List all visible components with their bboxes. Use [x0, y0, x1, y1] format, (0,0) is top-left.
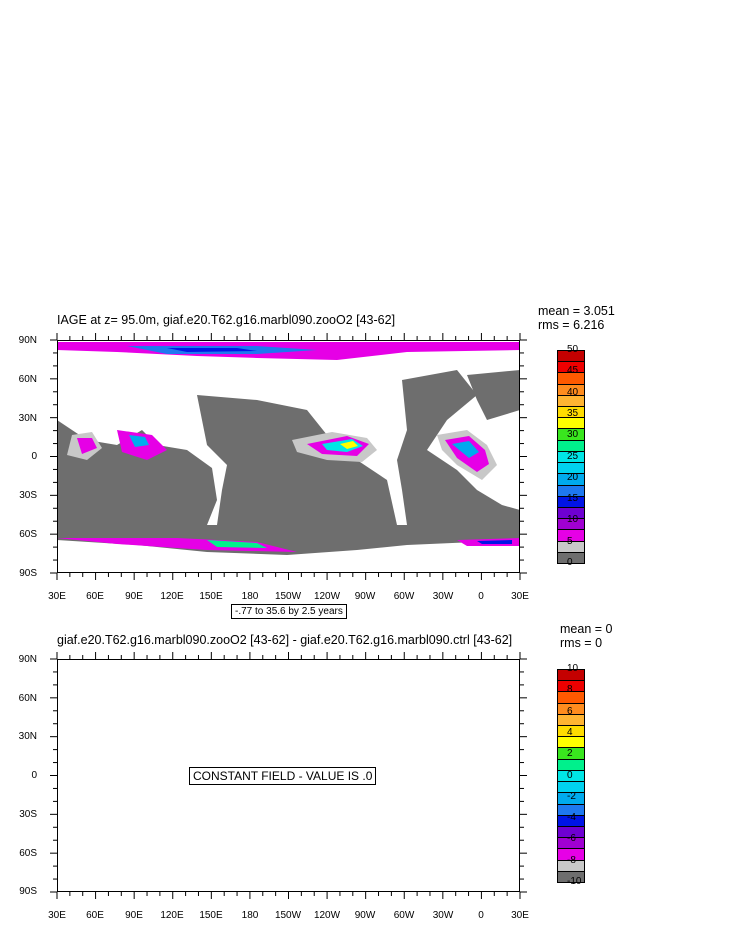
top-lon-label: 120E	[160, 591, 184, 602]
colorbar-label: 25	[567, 450, 579, 462]
bottom-lat-label: 90S	[19, 886, 37, 897]
top-lon-label: 30W	[432, 591, 454, 602]
colorbar-label: 50	[567, 344, 579, 355]
bottom-lat-label: 30N	[18, 731, 37, 742]
bottom-rms: rms = 0	[560, 636, 603, 650]
top-lon-label: 90W	[354, 591, 376, 602]
bottom-lon-label: 90E	[125, 910, 143, 921]
colorbar-label: 2	[567, 748, 573, 760]
top-lat-label: 30N	[18, 413, 37, 424]
bottom-lon-label: 120E	[160, 910, 184, 921]
top-lat-label: 30S	[19, 490, 37, 501]
top-lon-label: 120W	[313, 591, 341, 602]
colorbar-label: -4	[567, 812, 576, 824]
top-lon-label: 180	[241, 591, 259, 602]
colorbar-swatch	[557, 870, 585, 883]
top-mean: mean = 3.051	[538, 304, 615, 318]
top-lat-label: 90S	[19, 568, 37, 579]
colorbar-label: 10	[567, 663, 579, 674]
bottom-lon-label: 60E	[86, 910, 104, 921]
colorbar-label: 20	[567, 471, 579, 483]
top-plot-title: IAGE at z= 95.0m, giaf.e20.T62.g16.marbl…	[57, 313, 396, 327]
bottom-lat-label: 60N	[18, 693, 37, 704]
colorbar-label: 15	[567, 493, 579, 505]
constant-field-label: CONSTANT FIELD - VALUE IS .0	[189, 767, 377, 785]
top-lat-label: 0	[31, 451, 37, 462]
colorbar-label: 45	[567, 365, 579, 377]
contour-info-label: -.77 to 35.6 by 2.5 years	[231, 604, 347, 619]
colorbar-swatch	[557, 551, 585, 564]
bottom-lat-label: 30S	[19, 809, 37, 820]
top-lon-label: 150E	[199, 591, 223, 602]
colorbar-label: -10	[567, 876, 582, 887]
bottom-lon-label: 30W	[432, 910, 454, 921]
colorbar-label: 4	[567, 726, 573, 738]
bottom-lat-label: 0	[31, 770, 37, 781]
top-lon-label: 60W	[393, 591, 415, 602]
bottom-lon-label: 150E	[199, 910, 223, 921]
top-lon-label: 30E	[511, 591, 529, 602]
top-lat-label: 60N	[18, 374, 37, 385]
bottom-colorbar	[557, 669, 585, 883]
bottom-lon-label: 90W	[354, 910, 376, 921]
top-lat-label: 90N	[18, 335, 37, 346]
top-lon-label: 60E	[86, 591, 104, 602]
top-map	[57, 340, 520, 573]
colorbar-label: -6	[567, 833, 576, 845]
colorbar-label: 40	[567, 386, 579, 398]
top-map-frame	[57, 340, 520, 573]
bottom-lon-label: 120W	[313, 910, 341, 921]
bottom-lon-label: 0	[478, 910, 484, 921]
bottom-lon-label: 30E	[511, 910, 529, 921]
top-lon-label: 90E	[125, 591, 143, 602]
bottom-lon-label: 180	[241, 910, 259, 921]
colorbar-label: -8	[567, 854, 576, 866]
top-lon-label: 150W	[274, 591, 302, 602]
top-lat-label: 60S	[19, 529, 37, 540]
bottom-lat-label: 90N	[18, 654, 37, 665]
top-colorbar	[557, 350, 585, 564]
colorbar-label: -2	[567, 790, 576, 802]
colorbar-label: 10	[567, 514, 579, 526]
colorbar-label: 35	[567, 407, 579, 419]
colorbar-label: 8	[567, 684, 573, 696]
colorbar-label: 0	[567, 769, 573, 781]
bottom-lon-label: 60W	[393, 910, 415, 921]
bottom-plot-title: giaf.e20.T62.g16.marbl090.zooO2 [43-62] …	[57, 633, 513, 647]
top-lon-label: 30E	[48, 591, 66, 602]
colorbar-label: 0	[567, 557, 573, 568]
bottom-lat-label: 60S	[19, 848, 37, 859]
colorbar-label: 5	[567, 535, 573, 547]
bottom-lon-label: 150W	[274, 910, 302, 921]
colorbar-label: 30	[567, 429, 579, 441]
top-lon-label: 0	[478, 591, 484, 602]
bottom-mean: mean = 0	[560, 622, 613, 636]
bottom-lon-label: 30E	[48, 910, 66, 921]
top-rms: rms = 6.216	[538, 318, 605, 332]
colorbar-label: 6	[567, 705, 573, 717]
